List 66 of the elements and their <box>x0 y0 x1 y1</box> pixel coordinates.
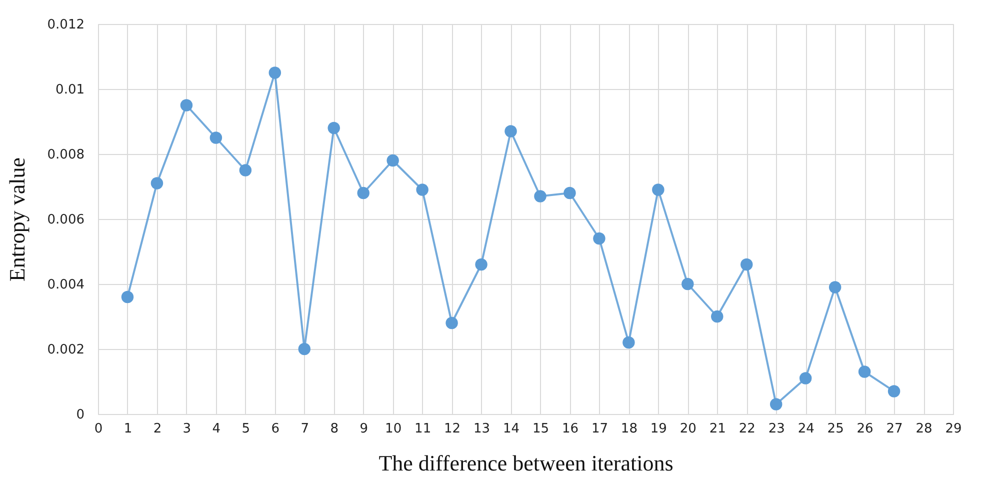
x-tick-label: 14 <box>502 422 520 436</box>
x-tick-label: 25 <box>827 422 844 436</box>
y-axis-title: Entropy value <box>4 157 30 282</box>
x-tick-label: 0 <box>94 422 103 436</box>
point <box>534 190 546 202</box>
x-tick-label: 19 <box>650 422 667 436</box>
x-tick-label: 28 <box>916 422 932 436</box>
point <box>682 278 694 290</box>
x-tick-label: 12 <box>444 422 461 436</box>
x-tick-label: 11 <box>414 422 432 436</box>
point <box>770 398 782 410</box>
point <box>121 290 134 304</box>
point <box>828 281 842 294</box>
x-tick-label: 23 <box>768 422 785 436</box>
point <box>475 258 488 271</box>
point <box>652 184 664 196</box>
point <box>858 366 871 378</box>
x-tick-label: 18 <box>620 422 638 436</box>
point <box>564 186 576 200</box>
point <box>622 336 635 349</box>
x-tick-label: 17 <box>591 422 608 436</box>
point <box>740 258 753 271</box>
point <box>180 99 193 112</box>
x-tick-label: 6 <box>271 422 280 436</box>
x-tick-label: 7 <box>300 422 310 436</box>
point <box>239 164 252 176</box>
x-tick-label: 3 <box>182 422 192 436</box>
point <box>150 177 164 190</box>
x-tick-label: 21 <box>709 422 726 436</box>
point <box>268 66 282 79</box>
x-axis-title: The difference between iterations <box>378 450 674 476</box>
x-tick-label: 10 <box>385 422 402 436</box>
y-tick-label: 0.01 <box>56 82 84 98</box>
x-tick-label: 22 <box>738 422 756 436</box>
x-tick-label: 8 <box>330 422 339 436</box>
point <box>210 132 222 144</box>
y-tick-label: 0.004 <box>47 278 84 292</box>
x-tick-label: 27 <box>886 422 903 436</box>
point <box>386 154 399 167</box>
x-tick-label: 29 <box>945 422 962 436</box>
point <box>593 232 606 245</box>
x-tick-label: 24 <box>798 422 814 436</box>
x-tick-label: 5 <box>242 422 250 436</box>
x-tick-label: 4 <box>212 422 221 436</box>
x-tick-label: 13 <box>474 422 490 436</box>
x-tick-label: 9 <box>360 422 368 436</box>
point <box>357 186 370 200</box>
point <box>446 316 458 330</box>
point <box>799 372 812 384</box>
x-tick-label: 15 <box>532 422 550 436</box>
point <box>504 125 517 138</box>
y-tick-label: 0.006 <box>47 212 84 228</box>
y-tick-label: 0.002 <box>47 342 84 358</box>
x-tick-label: 20 <box>680 422 696 436</box>
x-tick-label: 2 <box>153 422 162 436</box>
y-tick-label: 0 <box>76 408 84 422</box>
x-tick-label: 1 <box>124 422 132 436</box>
point <box>298 342 311 356</box>
point <box>416 184 428 196</box>
y-tick-label: 0.012 <box>47 18 84 32</box>
point <box>711 310 724 323</box>
y-tick-label: 0.008 <box>47 148 84 162</box>
x-tick-label: 16 <box>562 422 578 436</box>
point <box>888 385 900 398</box>
x-tick-label: 26 <box>856 422 874 436</box>
point <box>328 122 340 134</box>
